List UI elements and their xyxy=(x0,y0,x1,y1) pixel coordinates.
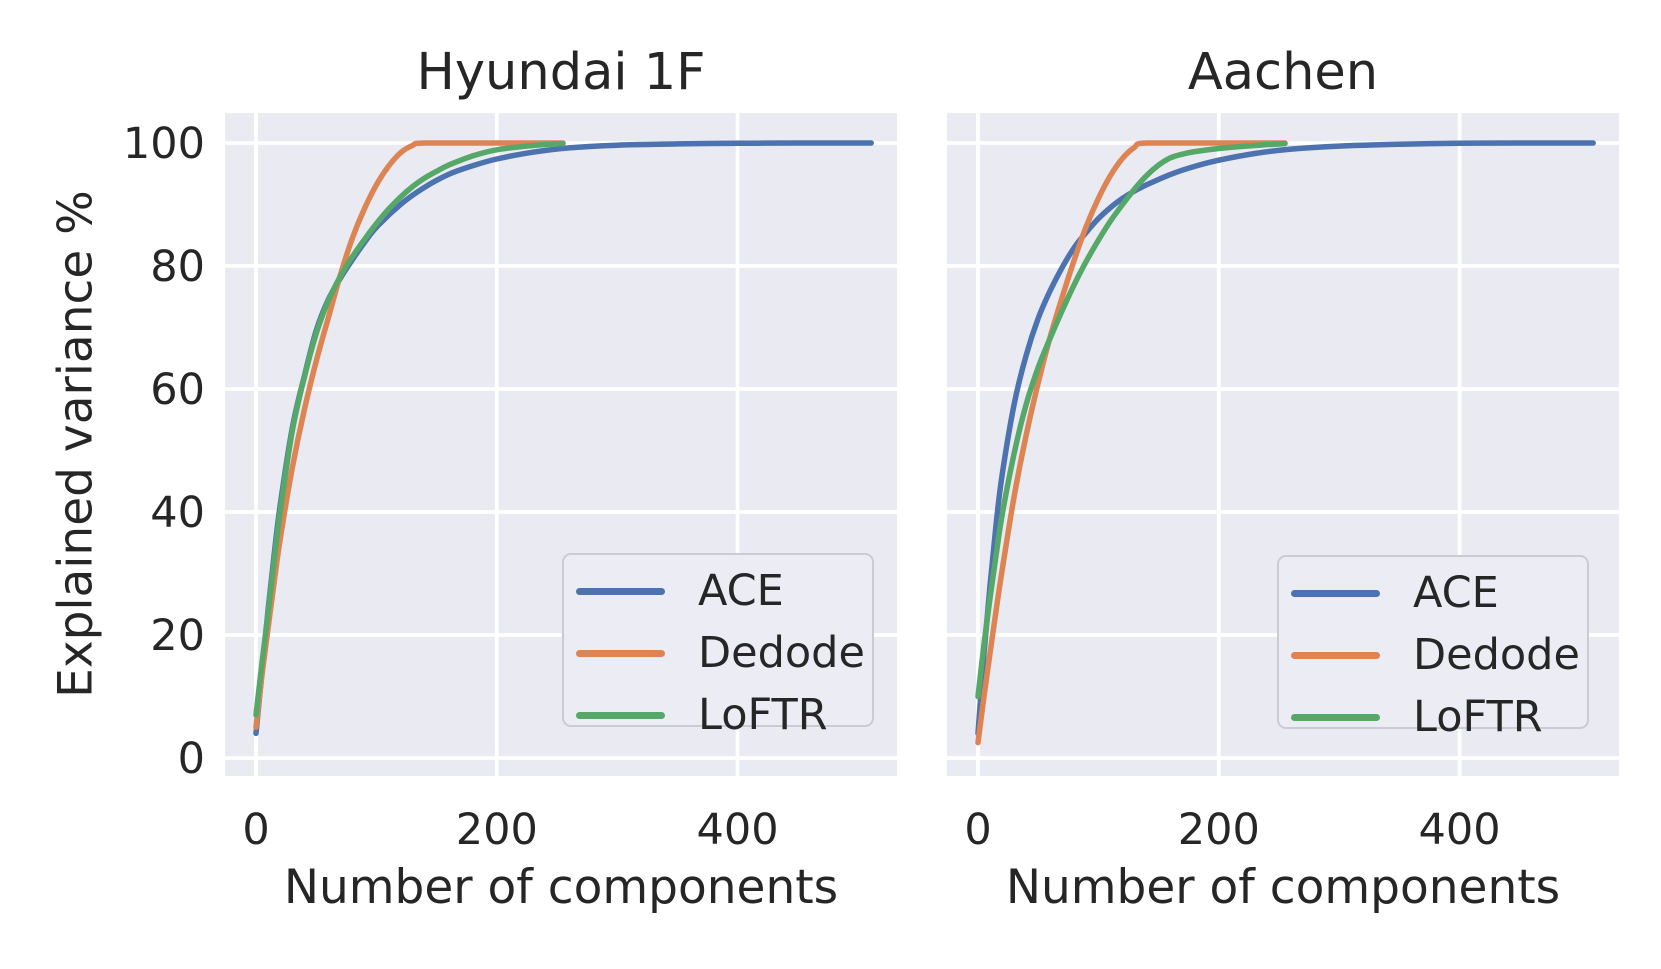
legend-label-ace: ACE xyxy=(698,565,784,616)
series-line-dedode xyxy=(975,140,1288,746)
legend-aachen: ACE Dedode LoFTR xyxy=(1277,555,1589,738)
series-line-loftr xyxy=(975,140,1288,700)
dedode-line-swatch-icon xyxy=(576,649,665,657)
y-tick-label: 80 xyxy=(150,242,205,292)
series-line-ace xyxy=(975,140,1596,737)
x-tick-label: 200 xyxy=(1178,805,1260,855)
y-tick-label: 60 xyxy=(150,365,205,415)
ace-line-swatch-icon xyxy=(576,587,665,595)
legend-item-ace: ACE xyxy=(576,560,872,622)
legend-label-dedode: Dedode xyxy=(1413,629,1580,680)
x-axis-label-left: Number of components xyxy=(283,860,839,915)
ace-line-swatch-icon xyxy=(1291,589,1380,597)
y-tick-label: 100 xyxy=(123,119,205,169)
y-tick-label: 20 xyxy=(150,611,205,661)
legend-item-ace: ACE xyxy=(1291,562,1587,624)
y-tick-label: 40 xyxy=(150,488,205,538)
legend-label-loftr: LoFTR xyxy=(698,689,828,740)
legend-item-dedode: Dedode xyxy=(1291,624,1587,686)
loftr-line-swatch-icon xyxy=(1291,713,1380,721)
x-tick-label: 400 xyxy=(697,805,779,855)
x-axis-label-right: Number of components xyxy=(1005,860,1561,915)
legend-hyundai: ACE Dedode LoFTR xyxy=(562,553,874,736)
y-tick-label: 0 xyxy=(178,734,205,784)
legend-label-ace: ACE xyxy=(1413,567,1499,618)
loftr-line-swatch-icon xyxy=(576,711,665,719)
legend-label-dedode: Dedode xyxy=(698,627,865,678)
series-line-loftr xyxy=(253,140,566,718)
subplot-title-aachen: Aachen xyxy=(1187,43,1379,102)
legend-item-loftr: LoFTR xyxy=(576,684,872,746)
x-tick-label: 0 xyxy=(964,805,991,855)
x-tick-label: 400 xyxy=(1419,805,1501,855)
legend-label-loftr: LoFTR xyxy=(1413,691,1543,742)
legend-item-dedode: Dedode xyxy=(576,622,872,684)
legend-item-loftr: LoFTR xyxy=(1291,686,1587,748)
subplot-title-hyundai: Hyundai 1F xyxy=(416,43,706,102)
x-tick-label: 0 xyxy=(242,805,269,855)
y-axis-label: Explained variance % xyxy=(48,190,104,698)
x-tick-label: 200 xyxy=(456,805,538,855)
dedode-line-swatch-icon xyxy=(1291,651,1380,659)
